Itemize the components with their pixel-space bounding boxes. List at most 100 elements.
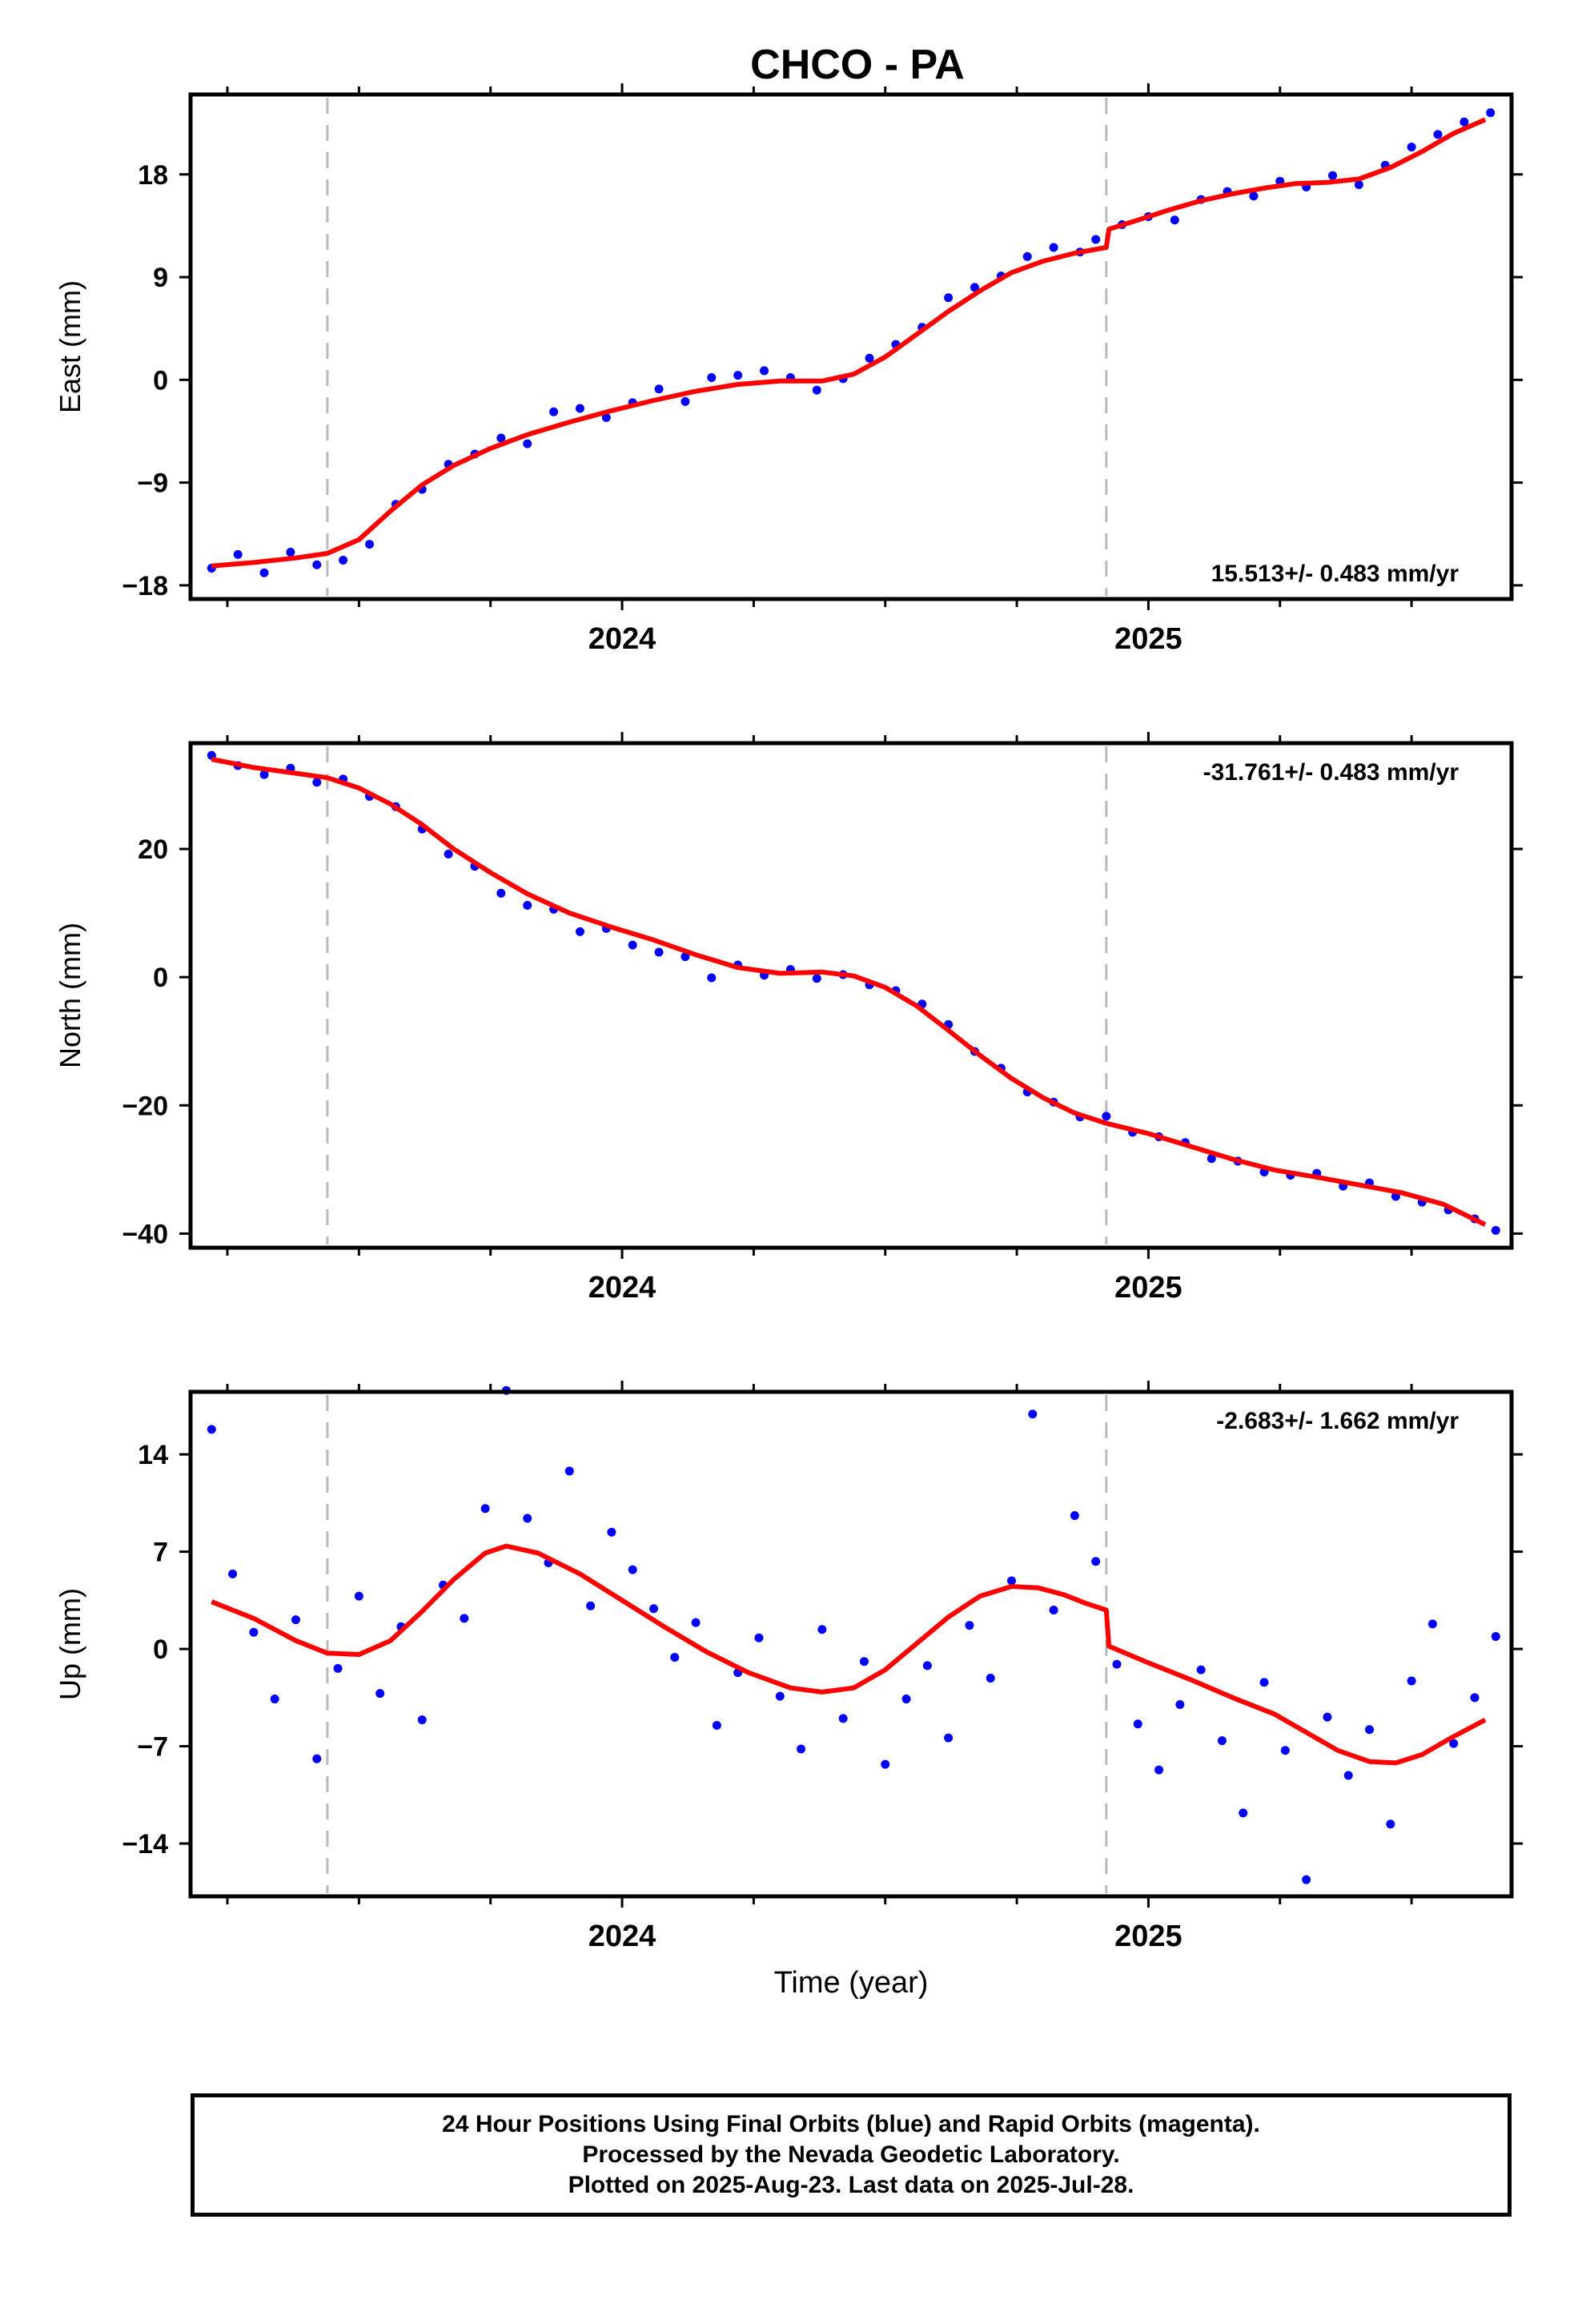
north-xtick-label: 2024 <box>588 1271 656 1305</box>
up-data-point <box>460 1614 469 1623</box>
up-data-point <box>1365 1725 1375 1735</box>
up-data-point <box>775 1691 785 1701</box>
up-data-point <box>648 1604 658 1614</box>
east-data-point <box>970 283 979 292</box>
east-data-point <box>654 384 664 394</box>
east-ytick-label: 18 <box>138 160 168 191</box>
up-data-point <box>1196 1665 1206 1675</box>
east-data-point <box>523 439 532 448</box>
east-ytick-label: −18 <box>122 571 168 601</box>
up-data-point <box>480 1504 490 1514</box>
east-data-point <box>233 549 243 559</box>
north-ytick-label: 20 <box>138 834 168 865</box>
east-data-point <box>1407 143 1416 152</box>
up-data-point <box>838 1714 848 1723</box>
north-data-point <box>496 888 506 898</box>
up-data-point <box>523 1514 532 1523</box>
north-fit-line <box>211 757 1487 1227</box>
footer-line-3: Plotted on 2025-Aug-23. Last data on 202… <box>568 2172 1134 2198</box>
up-ytick-label: 14 <box>138 1440 168 1470</box>
north-data-point <box>707 973 717 983</box>
up-ytick-label: 7 <box>153 1538 168 1568</box>
east-data-point <box>286 548 295 557</box>
north-plot-frame <box>188 741 1514 1250</box>
up-data-point <box>1449 1739 1459 1748</box>
east-data-point <box>549 407 559 416</box>
up-data-point <box>1407 1676 1416 1686</box>
up-data-point <box>797 1744 806 1754</box>
up-data-point <box>1470 1693 1480 1703</box>
up-data-point <box>1427 1619 1437 1629</box>
up-data-point <box>228 1569 238 1578</box>
up-data-point <box>944 1733 954 1743</box>
up-data-point <box>670 1652 680 1662</box>
east-data-point <box>733 371 743 380</box>
east-data-point <box>312 560 322 569</box>
up-data-point <box>628 1565 637 1574</box>
up-data-point <box>207 1425 216 1434</box>
up-ylabel: Up (mm) <box>54 1588 86 1700</box>
east-ytick-label: 0 <box>153 365 168 396</box>
up-data-point <box>1280 1746 1290 1755</box>
north-xtick-label: 2025 <box>1114 1271 1182 1305</box>
north-ytick-label: −40 <box>122 1219 168 1249</box>
east-data-point <box>575 404 584 413</box>
footer-line-1: 24 Hour Positions Using Final Orbits (bl… <box>442 2111 1260 2137</box>
east-data-point <box>1249 191 1259 201</box>
up-ytick-label: −7 <box>137 1732 168 1763</box>
north-data-point <box>1102 1112 1111 1121</box>
up-data-point <box>1070 1510 1079 1520</box>
north-ylabel: North (mm) <box>54 923 86 1068</box>
up-data-point <box>922 1661 932 1671</box>
up-data-point <box>1259 1678 1269 1687</box>
north-data-point <box>812 974 821 983</box>
up-data-point <box>859 1657 869 1667</box>
east-data-point <box>496 433 506 443</box>
up-data-point <box>270 1695 279 1704</box>
up-data-point <box>986 1674 995 1683</box>
up-fit-line <box>211 1543 1487 1766</box>
east-data-point <box>365 540 375 549</box>
up-data-point <box>1175 1699 1185 1709</box>
east-data-point <box>259 568 269 577</box>
up-data-point <box>354 1591 363 1601</box>
up-xlabel: Time (year) <box>774 1966 929 2000</box>
east-data-point <box>1022 251 1032 261</box>
up-data-point <box>1323 1712 1332 1722</box>
up-data-point <box>1091 1557 1101 1566</box>
east-xtick-label: 2024 <box>588 622 656 656</box>
up-data-point <box>1028 1409 1038 1419</box>
north-ytick-label: 0 <box>153 963 168 993</box>
up-data-point <box>1217 1736 1227 1746</box>
north-ytick-label: −20 <box>122 1091 168 1121</box>
up-data-point <box>817 1625 827 1634</box>
east-xtick-label: 2025 <box>1114 622 1182 656</box>
north-data-point <box>312 778 322 787</box>
up-plot-frame <box>188 1389 1514 1899</box>
footer-line-2: Processed by the Nevada Geodetic Laborat… <box>582 2141 1120 2168</box>
east-fit-line <box>211 117 1487 569</box>
east-data-point <box>339 556 348 565</box>
up-data-point <box>691 1618 701 1627</box>
north-data-point <box>1207 1154 1216 1164</box>
up-xtick-label: 2025 <box>1114 1920 1182 1953</box>
east-data-point <box>1354 180 1363 190</box>
east-ytick-label: −9 <box>137 468 168 499</box>
east-data-point <box>865 353 874 363</box>
up-xtick-label: 2024 <box>588 1920 656 1953</box>
up-data-point <box>607 1527 616 1537</box>
north-data-point <box>444 849 453 858</box>
up-data-point <box>1343 1771 1353 1780</box>
up-data-point <box>1491 1631 1500 1641</box>
north-data-point <box>575 927 584 936</box>
north-data-point <box>1491 1225 1500 1235</box>
up-data-point <box>586 1601 596 1610</box>
up-data-point <box>881 1759 890 1769</box>
north-data-point <box>259 770 269 779</box>
footer-caption-box: 24 Hour Positions Using Final Orbits (bl… <box>191 2093 1512 2217</box>
east-data-point <box>760 366 769 376</box>
east-data-point <box>681 396 690 406</box>
east-rate-label: 15.513+/- 0.483 mm/yr <box>1211 561 1460 587</box>
up-data-point <box>564 1466 574 1476</box>
